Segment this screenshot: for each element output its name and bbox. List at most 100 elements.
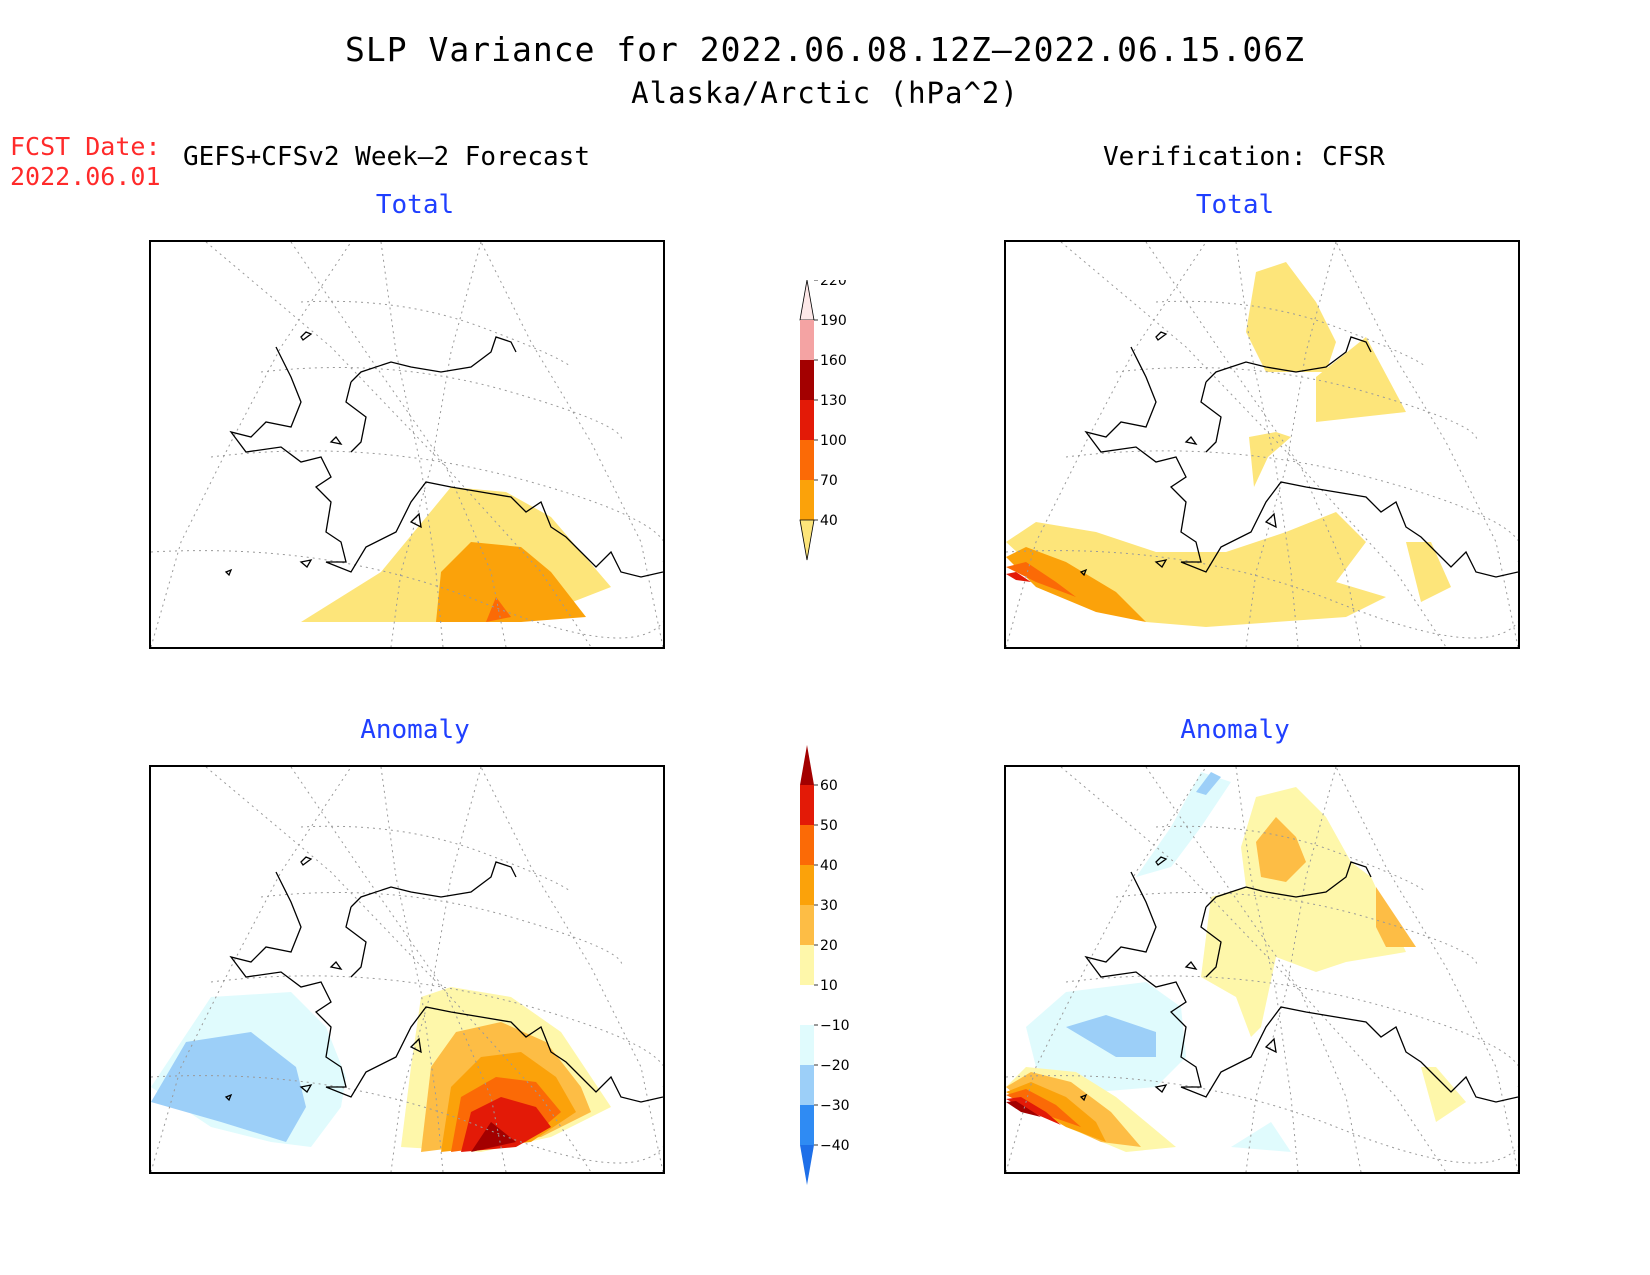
graticule-line-0 xyxy=(205,767,592,1172)
graticule-line-9 xyxy=(1335,242,1518,647)
colorbar-block-7 xyxy=(800,865,814,905)
verification-total-map xyxy=(1004,240,1520,649)
graticule-line-4 xyxy=(1006,550,1518,639)
forecast-header: GEFS+CFSv2 Week–2 Forecast xyxy=(183,142,590,172)
contour-fill-neg20-northwest xyxy=(1196,772,1221,795)
colorbar-tick-label: 30 xyxy=(820,898,838,914)
colorbar-anomaly: −40 −30 −20 −10 10 20 30 40 50 60 xyxy=(800,745,850,1185)
graticule-line-6 xyxy=(260,892,623,968)
colorbar-tick-label: 160 xyxy=(820,353,847,369)
colorbar-cap-bottom xyxy=(800,1145,814,1185)
fcst-date-label: FCST Date: xyxy=(10,132,161,161)
colorbar-cap-top xyxy=(800,745,814,785)
contour-fill-neg10-south xyxy=(1231,1122,1291,1152)
colorbar-block-6 xyxy=(800,905,814,945)
colorbar-tick-label: 10 xyxy=(820,978,838,994)
colorbar-block-4 xyxy=(800,360,814,400)
colorbar-tick-label: −40 xyxy=(820,1138,850,1154)
verification-total-title: Total xyxy=(1195,190,1275,220)
contour-fill-60 xyxy=(471,1122,516,1152)
verification-anomaly-map xyxy=(1004,765,1520,1174)
colorbar-tick-label: 70 xyxy=(820,473,838,489)
contour-fill-neg10-northwest xyxy=(1136,772,1231,877)
graticule-line-9 xyxy=(1335,767,1518,1172)
colorbar-block-2 xyxy=(800,440,814,480)
contour-fill-10-east xyxy=(1421,1067,1466,1122)
graticule-line-8 xyxy=(1006,767,1207,1172)
contour-fill-100 xyxy=(1006,562,1076,597)
graticule-line-4 xyxy=(151,1075,663,1164)
graticule-line-6 xyxy=(1115,367,1478,443)
colorbar-block-8 xyxy=(800,825,814,865)
colorbar-block-1 xyxy=(800,480,814,520)
contour-fill-70 xyxy=(1006,547,1146,622)
graticule-line-7 xyxy=(300,825,572,893)
colorbar-block-4 xyxy=(800,985,814,1025)
colorbar-tick-label: 130 xyxy=(820,393,847,409)
colorbar-tick-label: −20 xyxy=(820,1058,850,1074)
contour-fill-neg20 xyxy=(151,1032,306,1142)
graticule-line-8 xyxy=(151,242,352,647)
colorbar-cap-top xyxy=(799,280,815,321)
forecast-anomaly-map xyxy=(149,765,665,1174)
colorbar-block-9 xyxy=(800,785,814,825)
contour-fill-40-northeast xyxy=(1316,337,1406,422)
graticule-line-8 xyxy=(151,767,352,1172)
colorbar-block-3 xyxy=(800,400,814,440)
colorbar-block-3 xyxy=(800,1025,814,1065)
fcst-date-value: 2022.06.01 xyxy=(10,162,161,191)
coastline xyxy=(1079,331,1518,578)
graticule-line-2 xyxy=(380,242,444,647)
contour-fill-70 xyxy=(436,542,586,622)
forecast-anomaly-title: Anomaly xyxy=(360,715,470,745)
colorbar-total: 40 70 100 130 160 190 220 xyxy=(799,280,847,561)
contour-fill-20-north xyxy=(1256,817,1306,882)
graticule-line-9 xyxy=(480,767,663,1172)
contour-fill-20-east xyxy=(1376,887,1416,947)
contour-fill-60 xyxy=(1006,1101,1041,1117)
colorbar-cap-bottom xyxy=(799,519,815,561)
verification-anomaly-title: Anomaly xyxy=(1180,715,1290,745)
colorbar-tick-label: 20 xyxy=(820,938,838,954)
contour-fill-100 xyxy=(486,597,511,622)
colorbar-tick-label: 100 xyxy=(820,433,847,449)
colorbar-tick-label: 40 xyxy=(820,513,838,529)
main-subtitle: Alaska/Arctic (hPa^2) xyxy=(631,76,1019,110)
graticule-line-4 xyxy=(151,550,663,639)
graticule-line-7 xyxy=(300,300,572,368)
graticule-line-0 xyxy=(205,242,592,647)
colorbar-tick-label: 60 xyxy=(820,778,838,794)
contour-fill-neg20-west xyxy=(1066,1015,1156,1057)
colorbar-tick-label: −10 xyxy=(820,1018,850,1034)
graticule-line-2 xyxy=(1235,767,1299,1172)
colorbar-block-2 xyxy=(800,1065,814,1105)
contour-fill-40-north xyxy=(1246,262,1336,372)
forecast-total-map xyxy=(149,240,665,649)
contour-fill-10-center xyxy=(1201,787,1406,1037)
graticule-line-2 xyxy=(1235,242,1299,647)
colorbar-tick-label: −30 xyxy=(820,1098,850,1114)
graticule-line-0 xyxy=(1060,767,1447,1172)
contour-fill-40-east xyxy=(1406,542,1451,602)
coastline xyxy=(224,331,663,578)
graticule-line-9 xyxy=(480,242,663,647)
coastline xyxy=(224,856,663,1103)
main-title: SLP Variance for 2022.06.08.12Z–2022.06.… xyxy=(345,30,1305,69)
contour-fill-40 xyxy=(1006,1089,1081,1127)
graticule-line-6 xyxy=(260,367,623,443)
forecast-total-title: Total xyxy=(375,190,455,220)
colorbar-block-1 xyxy=(800,1105,814,1145)
graticule-line-8 xyxy=(1006,242,1207,647)
contour-fill-130 xyxy=(1006,572,1031,582)
contour-fill-40-inland xyxy=(1249,432,1291,487)
verification-header: Verification: CFSR xyxy=(1103,142,1385,172)
coastline xyxy=(1079,856,1518,1103)
colorbar-block-5 xyxy=(800,945,814,985)
graticule-line-0 xyxy=(1060,242,1447,647)
colorbar-tick-label: 220 xyxy=(820,280,847,289)
colorbar-tick-label: 50 xyxy=(820,818,838,834)
graticule-line-4 xyxy=(1006,1075,1518,1164)
graticule-line-2 xyxy=(380,767,444,1172)
colorbar-tick-label: 40 xyxy=(820,858,838,874)
colorbar-tick-label: 190 xyxy=(820,313,847,329)
